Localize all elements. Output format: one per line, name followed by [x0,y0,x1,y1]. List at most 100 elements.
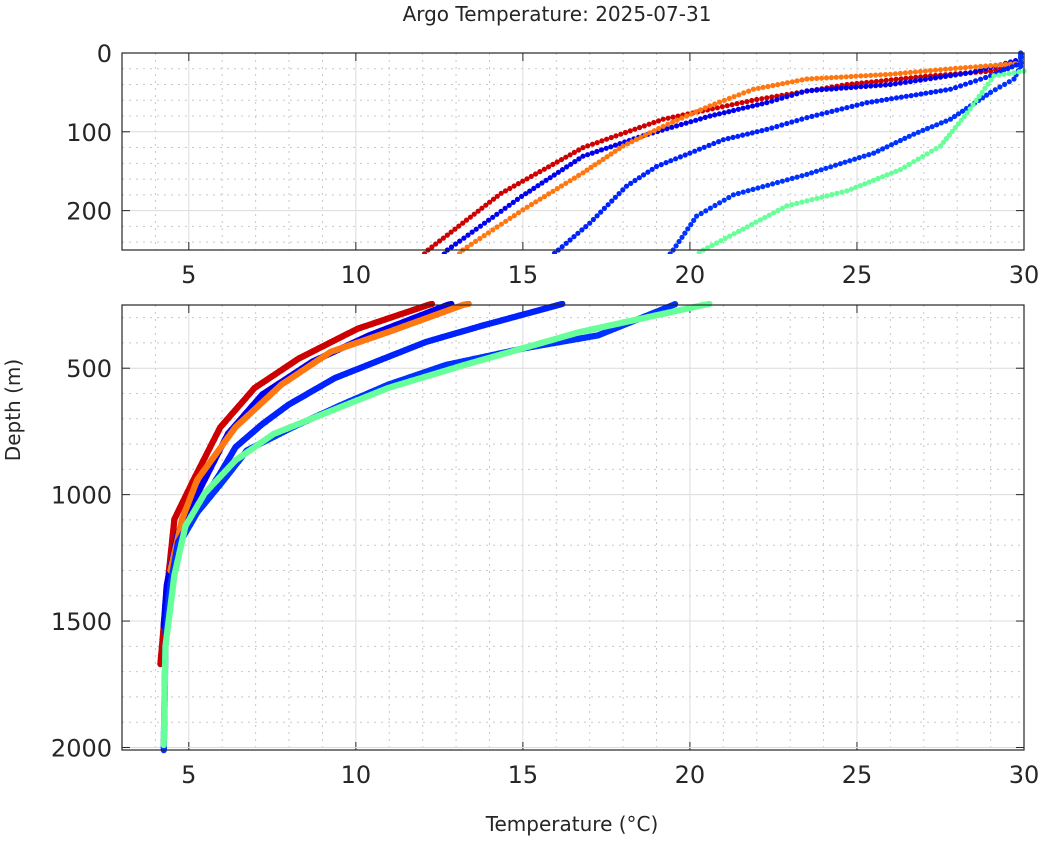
data-point [753,219,759,225]
data-point [814,195,820,201]
data-point [588,164,594,170]
data-point [784,177,790,183]
data-point [583,224,589,230]
data-point [988,89,994,95]
data-point [902,79,909,85]
data-point [859,101,865,107]
data-point [658,162,664,168]
data-point [958,117,964,123]
data-point [524,204,530,210]
y-tick-label: 200 [66,198,112,226]
data-point [510,199,516,205]
data-point [759,96,765,102]
data-point [819,87,825,93]
data-point [473,226,479,232]
data-point [651,119,657,126]
data-point [774,97,780,103]
data-point [819,111,825,117]
series-profile-2 [441,52,1024,254]
data-point [866,152,872,158]
panel-lower: 5 10 15 20 25 30 500 1000 1500 2000 [51,301,1039,789]
data-point [879,97,885,103]
data-point [507,215,513,221]
data-point [884,144,890,150]
data-point [608,134,614,141]
data-point [485,230,492,236]
data-point [873,78,880,85]
data-point [744,224,750,230]
panel-upper: 5 10 15 20 25 30 0 100 200 [66,40,1039,289]
data-point [481,233,487,239]
data-point [809,170,815,176]
data-point [911,159,917,165]
data-point [628,180,634,186]
data-point [874,98,880,104]
data-point [843,74,849,80]
data-point [655,118,662,124]
data-point [937,74,944,80]
data-point [612,142,619,148]
data-point [667,251,673,254]
data-point [539,180,545,186]
data-point [857,183,863,189]
data-point [563,240,569,246]
data-point [1000,67,1007,73]
data-point [587,220,593,226]
data-point [641,123,647,129]
data-point [463,217,470,223]
data-point [769,125,775,131]
data-point [998,62,1004,68]
data-point [847,158,853,164]
data-point [813,168,820,174]
data-point [861,153,867,159]
data-point [789,175,795,181]
data-point [693,109,699,115]
data-point [551,250,558,254]
data-point [745,188,751,194]
data-point [608,151,614,157]
data-point [962,65,969,71]
data-point [992,87,998,93]
series-profile-6 [696,68,1027,254]
data-point [799,199,805,205]
data-point [638,134,644,140]
data-point [750,186,756,192]
data-point [670,114,676,120]
data-point [946,132,953,138]
data-point [433,241,439,247]
data-point [477,235,483,242]
data-point [794,118,800,124]
data-point [457,238,463,244]
data-point [698,107,704,113]
data-point [735,133,741,139]
data-point [829,108,835,114]
data-point [868,72,874,78]
data-point [770,181,776,187]
data-point [721,97,728,103]
data-point [906,161,912,167]
data-point [856,155,862,161]
data-point [892,81,899,87]
data-point [765,83,771,90]
data-point [923,90,929,96]
data-point [774,123,780,130]
y-tick-label: 1000 [51,482,112,510]
data-point [531,185,537,191]
data-point [947,66,954,72]
data-point [1011,76,1017,82]
data-point [779,178,786,184]
data-point [794,174,800,180]
data-point [862,181,868,187]
data-point [832,162,839,168]
data-point [541,194,548,200]
data-point [558,157,565,163]
data-point [527,188,533,194]
data-point [911,131,917,137]
data-point [828,86,835,92]
data-point [853,84,859,90]
data-point [437,238,443,244]
data-point [620,187,626,193]
data-point [541,166,547,172]
data-point [947,86,954,92]
data-point [716,139,722,145]
